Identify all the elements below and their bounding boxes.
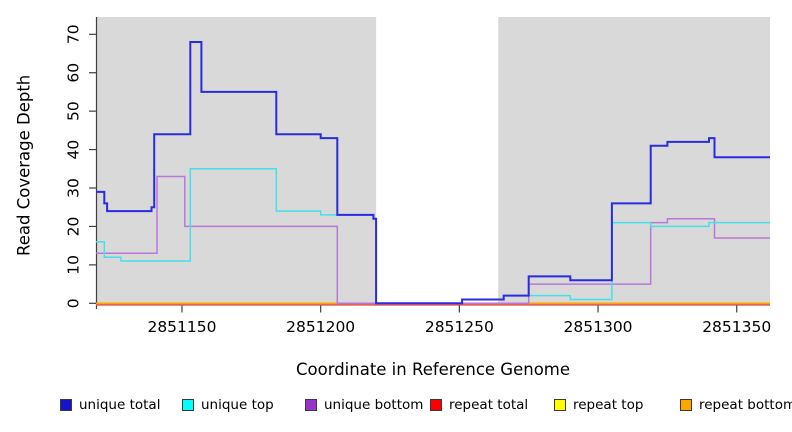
legend: unique total unique top unique bottom repea…: [0, 397, 792, 417]
x-tick-label: 2851250: [425, 318, 494, 336]
legend-swatch-icon: [554, 399, 566, 411]
legend-label: unique top: [201, 397, 274, 413]
y-tick-label: 30: [65, 178, 83, 198]
series-line-unique-total: [96, 41, 770, 305]
y-tick-label: 60: [65, 63, 83, 83]
x-tick-label: 2851150: [147, 318, 216, 336]
legend-item-repeat-total: repeat total: [430, 397, 528, 413]
y-tick-label: 70: [65, 24, 83, 44]
y-tick-label: 0: [65, 298, 83, 308]
shaded-region-rect: [498, 17, 770, 305]
x-tick-label: 2851350: [702, 318, 771, 336]
legend-label: unique bottom: [324, 397, 424, 413]
legend-item-repeat-bottom: repeat bottom: [680, 397, 792, 413]
legend-swatch-icon: [680, 399, 692, 411]
legend-swatch-icon: [182, 399, 194, 411]
y-tick-label: 40: [65, 140, 83, 160]
legend-label: unique total: [79, 397, 161, 413]
legend-item-unique-bottom: unique bottom: [305, 397, 423, 413]
legend-item-repeat-top: repeat top: [554, 397, 643, 413]
y-tick-label: 10: [65, 255, 83, 275]
x-tick-label: 2851200: [286, 318, 355, 336]
legend-swatch-icon: [430, 399, 442, 411]
x-tick-label: 2851300: [564, 318, 633, 336]
y-tick-label: 20: [65, 217, 83, 237]
legend-label: repeat top: [573, 397, 644, 413]
y-axis-title: Read Coverage Depth: [14, 74, 34, 256]
legend-item-unique-top: unique top: [182, 397, 274, 413]
legend-label: repeat bottom: [699, 397, 792, 413]
y-tick-label: 50: [65, 101, 83, 121]
shaded-region-rect: [96, 17, 377, 305]
x-axis-title: Coordinate in Reference Genome: [295, 360, 571, 379]
legend-item-unique-total: unique total: [60, 397, 160, 413]
legend-label: repeat total: [449, 397, 529, 413]
legend-swatch-icon: [60, 399, 72, 411]
legend-swatch-icon: [305, 399, 317, 411]
